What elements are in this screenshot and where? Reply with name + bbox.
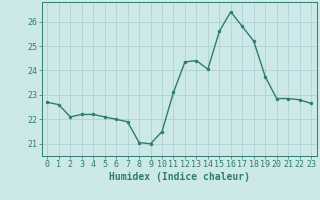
X-axis label: Humidex (Indice chaleur): Humidex (Indice chaleur)	[109, 172, 250, 182]
